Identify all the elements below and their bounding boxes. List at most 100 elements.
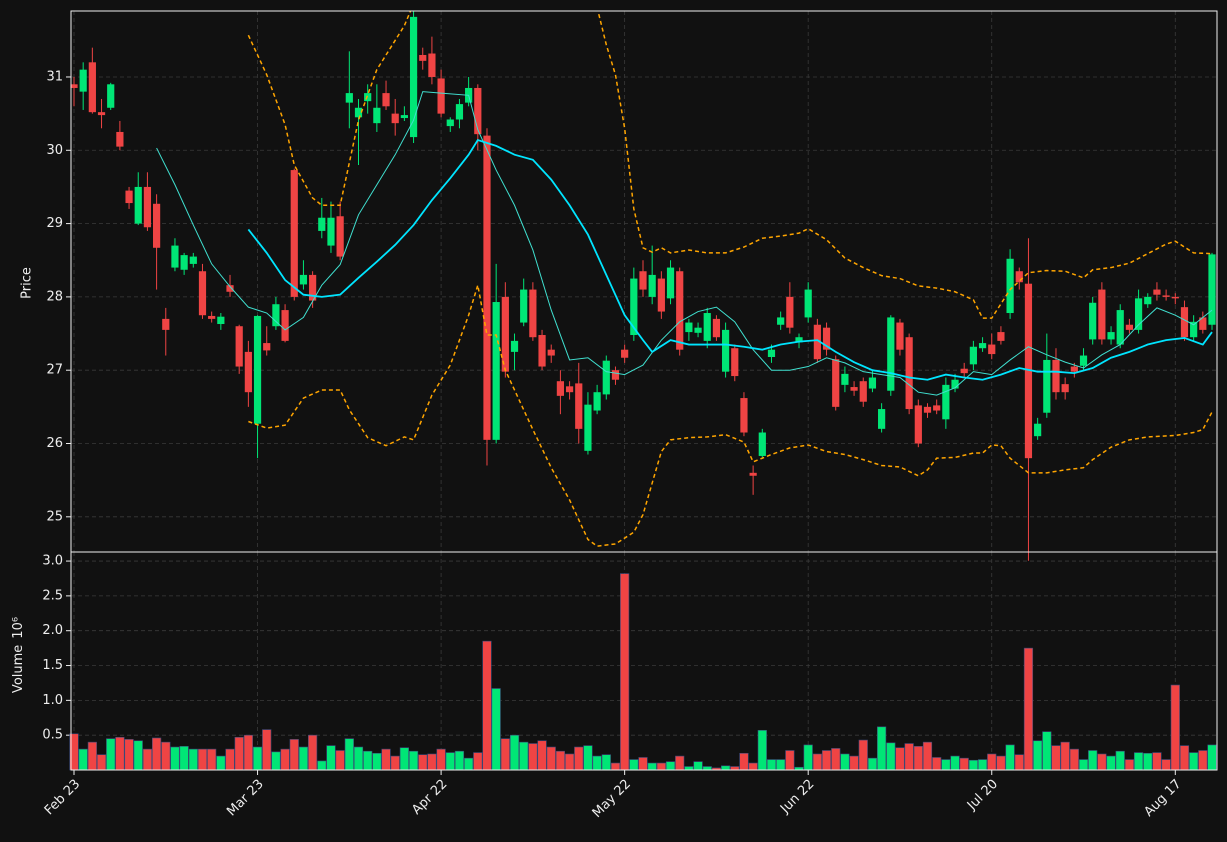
candle-body <box>749 472 757 476</box>
candle-body <box>1171 296 1179 299</box>
volume-bar <box>289 739 299 771</box>
volume-bar <box>1023 647 1034 771</box>
candle-body <box>1015 271 1023 283</box>
volume-bar <box>1152 752 1162 771</box>
candle-body <box>1199 317 1207 330</box>
volume-bar <box>298 746 309 771</box>
y-tick-label: 29 <box>46 216 63 231</box>
volume-bar <box>730 766 740 771</box>
candle-body <box>198 271 207 316</box>
volume-bar <box>776 759 786 771</box>
volume-bar <box>1170 684 1180 771</box>
volume-bar <box>904 743 914 771</box>
volume-bar <box>436 748 446 771</box>
volume-bar <box>987 753 997 771</box>
volume-bar <box>693 761 703 771</box>
overlay-line <box>247 138 1213 381</box>
candle-body <box>345 93 353 103</box>
volume-bar <box>1051 745 1061 771</box>
candle-body <box>575 383 583 429</box>
volume-bar <box>803 744 813 771</box>
volume-bar <box>1060 741 1070 771</box>
candle-body <box>933 405 941 411</box>
candle-body <box>786 296 794 328</box>
candle-body <box>373 107 381 124</box>
volume-bar <box>252 746 263 771</box>
candle-body <box>1180 307 1189 338</box>
volume-bar <box>968 759 978 771</box>
candle-body <box>501 296 509 372</box>
volume-bar <box>812 753 822 771</box>
candle-body <box>520 289 528 323</box>
candle-body <box>483 135 491 440</box>
volume-bar <box>243 734 253 771</box>
candle-body <box>988 344 996 355</box>
volume-bar <box>684 766 694 771</box>
candle-body <box>1134 298 1143 330</box>
volume-bar <box>959 757 969 771</box>
candle-body <box>455 104 464 120</box>
candle-body <box>1052 359 1060 393</box>
volume-bar <box>656 762 666 771</box>
y-tick-label: 31 <box>46 69 63 84</box>
candle-body <box>1208 254 1216 325</box>
candle-body <box>712 318 721 338</box>
volume-bar <box>1005 744 1015 771</box>
candle-body <box>446 119 454 127</box>
volume-bar <box>473 752 483 771</box>
volume-bar <box>1014 754 1024 771</box>
volume-bar <box>537 740 547 771</box>
candle-body <box>1006 258 1014 314</box>
candle-body <box>1034 423 1042 437</box>
candle-body <box>657 278 665 312</box>
volume-bar <box>950 755 960 771</box>
candle-body <box>1070 366 1078 372</box>
candle-body <box>70 84 78 88</box>
candle-body <box>822 327 831 350</box>
candle-body <box>171 245 179 268</box>
y-tick-label: 3.0 <box>42 554 63 569</box>
candle-body <box>391 113 399 124</box>
volume-bar <box>335 750 345 771</box>
candle-body <box>409 16 418 138</box>
volume-bar <box>620 573 630 771</box>
candle-body <box>621 349 629 358</box>
candle-body <box>878 409 886 429</box>
volume-bar <box>491 688 501 771</box>
volume-bar <box>225 748 235 771</box>
volume-bar <box>133 740 143 771</box>
y-tick-label: 25 <box>46 509 63 524</box>
candle-body <box>997 332 1005 341</box>
candle-body <box>1043 359 1051 413</box>
candle-body <box>1125 324 1134 330</box>
y-tick-label: 2.0 <box>42 623 63 638</box>
volume-bar <box>1143 752 1153 771</box>
volume-bar <box>78 748 88 771</box>
candle-body <box>1162 295 1170 297</box>
candle-body <box>336 216 344 257</box>
candle-body <box>795 337 803 343</box>
volume-title: Volume <box>11 645 26 693</box>
volume-bar <box>372 752 382 771</box>
candle-body <box>1024 283 1033 459</box>
volume-bar <box>1198 750 1208 771</box>
volume-bar <box>1133 752 1144 771</box>
volume-bar <box>922 741 933 771</box>
candle-body <box>79 69 87 92</box>
volume-bar <box>849 755 859 771</box>
candle-body <box>354 107 363 118</box>
candle-body <box>565 386 574 393</box>
volume-bar <box>592 755 602 771</box>
candle-body <box>859 381 867 402</box>
y-tick-label: 28 <box>46 289 63 304</box>
y-tick-label: 2.5 <box>42 588 63 603</box>
y-tick-label: 1.5 <box>42 658 63 673</box>
candle-body <box>299 274 308 285</box>
candle-body <box>1089 302 1097 340</box>
volume-bar <box>1115 750 1125 771</box>
candle-body <box>951 379 959 389</box>
candle-body <box>1190 321 1198 338</box>
candle-body <box>1144 296 1152 305</box>
